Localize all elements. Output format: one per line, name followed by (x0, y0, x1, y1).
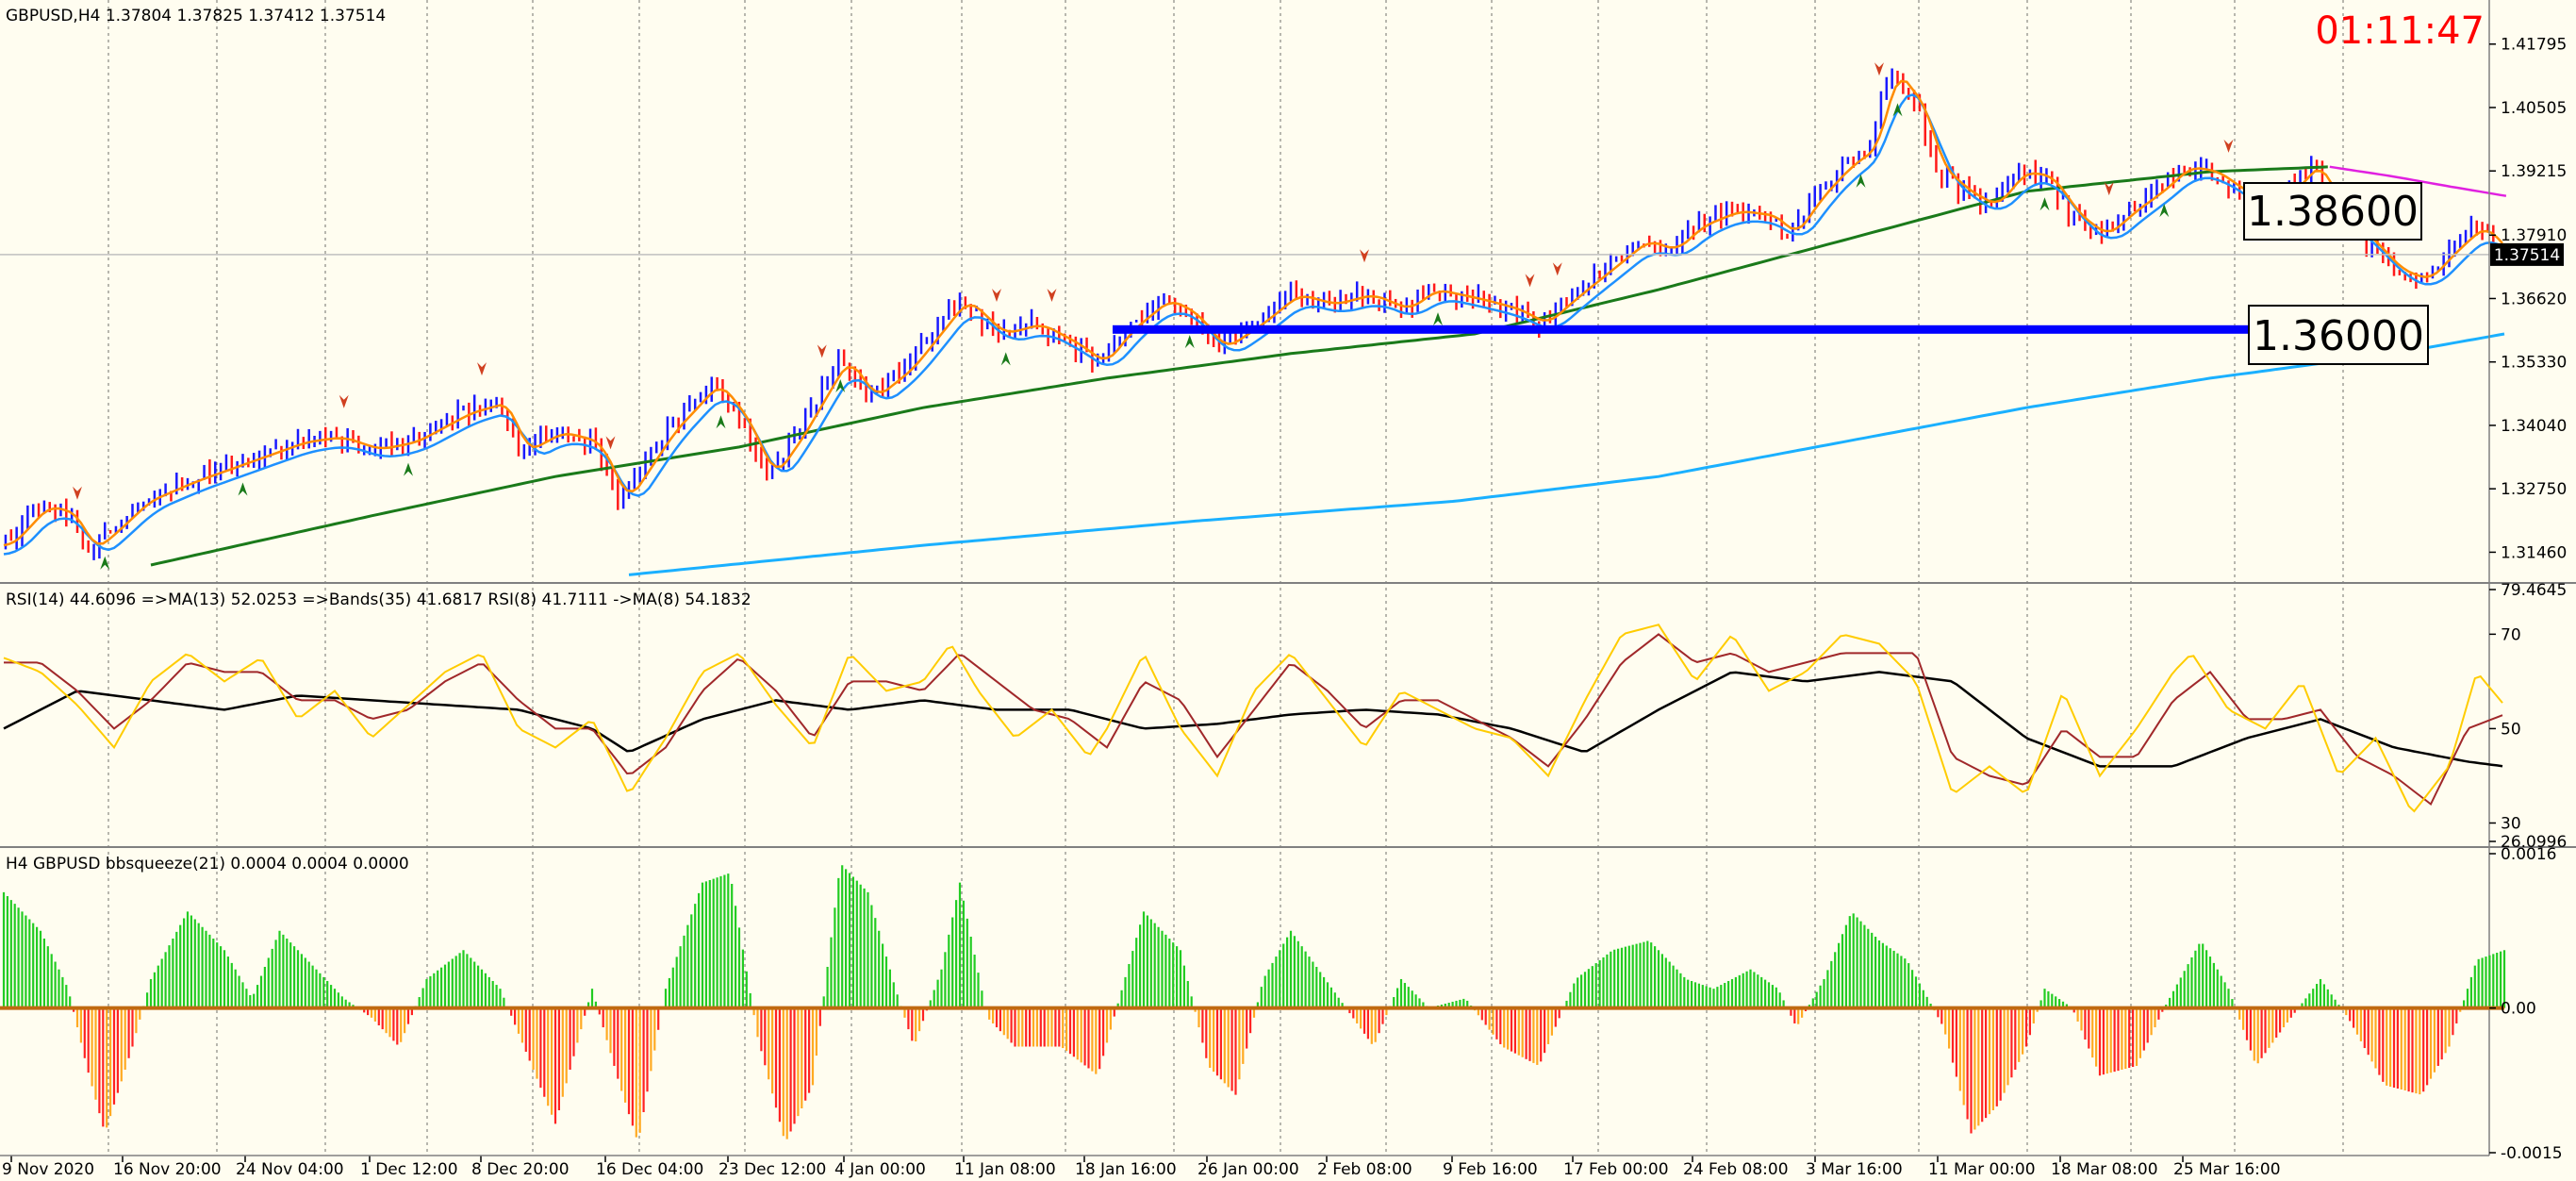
squeeze-tick-label: 0.00 (2501, 1000, 2536, 1019)
ma-magenta-line (2329, 165, 2507, 197)
rsi-brown-line (4, 633, 2503, 807)
time-axis-labels: 9 Nov 2020 16 Nov 20:00 24 Nov 04:00 1 Dec … (0, 1155, 2489, 1179)
sell-arrow (1525, 274, 1535, 288)
sell-arrow (1552, 262, 1562, 276)
level-label-resistance[interactable]: 1.38600 (2243, 182, 2422, 241)
sell-arrow (605, 436, 616, 450)
buy-arrow (1892, 103, 1903, 117)
price-tick-label: 1.40505 (2501, 99, 2567, 118)
sell-arrow (2223, 139, 2234, 153)
ma-green-line (150, 165, 2328, 567)
sell-arrow (477, 362, 487, 376)
sell-arrow (817, 344, 827, 358)
price-tick-label: 1.39215 (2501, 162, 2567, 181)
buy-arrow (1000, 352, 1011, 366)
time-tick-label: 9 Feb 16:00 (1443, 1160, 1538, 1179)
time-tick-label: 26 Jan 00:00 (1197, 1160, 1299, 1179)
sell-arrow (1360, 249, 1369, 263)
price-tick-label: 1.35330 (2501, 354, 2567, 373)
rsi-tick-label: 70 (2501, 625, 2521, 644)
ma-long-line (628, 332, 2505, 576)
current-price-tag: 1.37514 (2490, 242, 2564, 266)
time-tick-label: 18 Jan 16:00 (1075, 1160, 1177, 1179)
current-price-value: 1.37514 (2494, 246, 2560, 265)
rsi-tick-label: 30 (2501, 814, 2521, 833)
squeeze-panel: H4 GBPUSD bbsqueeze(21) 0.0004 0.0004 0.… (0, 855, 2506, 1139)
time-tick-label: 24 Nov 04:00 (236, 1160, 344, 1179)
time-tick-label: 8 Dec 20:00 (471, 1160, 570, 1179)
price-tick-label: 1.41795 (2501, 36, 2567, 55)
squeeze-tick-label: -0.0015 (2501, 1144, 2563, 1163)
time-tick-label: 11 Mar 00:00 (1928, 1160, 2036, 1179)
countdown-timer: 01:11:47 (2315, 9, 2485, 53)
squeeze-header: H4 GBPUSD bbsqueeze(21) 0.0004 0.0004 0.… (6, 855, 409, 873)
time-tick-label: 9 Nov 2020 (2, 1160, 94, 1179)
rsi-header: RSI(14) 44.6096 =>MA(13) 52.0253 =>Bands… (6, 590, 751, 609)
rsi-black-line (3, 671, 2503, 768)
sell-arrow (339, 394, 349, 408)
price-tick-label: 1.36620 (2501, 290, 2567, 308)
sell-arrow (1047, 289, 1057, 302)
buy-arrow (1184, 335, 1195, 349)
squeeze-histogram (0, 865, 2506, 1139)
price-axis-ticks: 1.41795 1.40505 1.39215 1.37910 1.36620 1.353… (2489, 36, 2567, 562)
rsi-tick-label: 50 (2501, 720, 2521, 739)
time-tick-label: 2 Feb 08:00 (1317, 1160, 1412, 1179)
buy-arrow (2039, 197, 2050, 211)
time-tick-label: 16 Dec 04:00 (596, 1160, 703, 1179)
buy-arrow (835, 379, 846, 393)
price-tick-label: 1.32750 (2501, 480, 2567, 499)
price-tick-label: 1.37910 (2501, 226, 2567, 245)
ma-fast-line (3, 93, 2503, 556)
buy-arrow (238, 482, 248, 496)
time-tick-label: 16 Nov 20:00 (113, 1160, 222, 1179)
time-tick-label: 17 Feb 00:00 (1563, 1160, 1669, 1179)
squeeze-axis-ticks: 0.0016 0.00 -0.0015 (2489, 845, 2563, 1163)
level-label-support[interactable]: 1.36000 (2248, 305, 2429, 365)
buy-arrow (404, 462, 413, 476)
sell-arrow (2104, 182, 2114, 196)
sell-arrow (73, 486, 82, 500)
buy-arrow (716, 415, 726, 429)
time-tick-label: 24 Feb 08:00 (1683, 1160, 1789, 1179)
level-label-1-text: 1.38600 (2247, 188, 2419, 236)
support-level-line[interactable] (1113, 324, 2249, 334)
time-tick-label: 3 Mar 16:00 (1806, 1160, 1903, 1179)
buy-arrow (1433, 312, 1443, 326)
squeeze-tick-label: 0.0016 (2501, 845, 2556, 864)
time-tick-label: 1 Dec 12:00 (360, 1160, 458, 1179)
buy-arrow (2159, 204, 2170, 218)
time-tick-label: 25 Mar 16:00 (2173, 1160, 2281, 1179)
sell-arrow (1874, 62, 1884, 76)
buy-arrow (100, 556, 110, 570)
price-panel: GBPUSD,H4 1.37804 1.37825 1.37412 1.3751… (0, 7, 2507, 576)
rsi-yellow-line (3, 624, 2503, 813)
candlesticks (4, 68, 2506, 560)
time-tick-label: 23 Dec 12:00 (718, 1160, 826, 1179)
price-tick-label: 1.31460 (2501, 543, 2567, 562)
time-tick-label: 4 Jan 00:00 (834, 1160, 926, 1179)
sell-arrow (992, 289, 1001, 302)
rsi-tick-label: 79.4645 (2501, 581, 2567, 600)
level-label-2-text: 1.36000 (2253, 312, 2424, 360)
rsi-panel: RSI(14) 44.6096 =>MA(13) 52.0253 =>Bands… (3, 590, 2503, 813)
time-tick-label: 11 Jan 08:00 (954, 1160, 1056, 1179)
symbol-header: GBPUSD,H4 1.37804 1.37825 1.37412 1.3751… (6, 7, 386, 25)
time-tick-label: 18 Mar 08:00 (2051, 1160, 2158, 1179)
rsi-tick-label: 26.0996 (2501, 833, 2567, 852)
buy-arrow (1856, 174, 1866, 188)
price-tick-label: 1.34040 (2501, 417, 2567, 436)
